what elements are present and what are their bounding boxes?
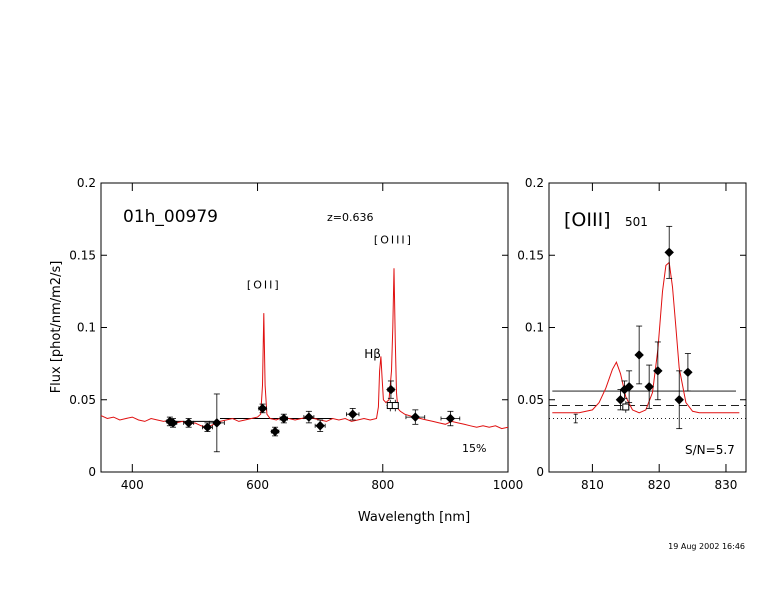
inset-ytick-label: 0.15 [517,248,544,262]
photometry-point [279,413,289,424]
inset-photometry-point [634,350,644,360]
object-id-label: 01h_00979 [123,207,218,227]
inset-ytick-label: 0.2 [525,176,544,190]
main-xtick-label: 800 [371,478,394,492]
percent-label: 15% [462,442,486,455]
line-label-oii: [OII] [247,278,281,291]
inset-photometry-point [683,367,693,378]
photometry-point [212,418,222,428]
main-ytick-label: 0.05 [69,393,96,407]
photometry-point [410,412,421,422]
inset-photometry-point [624,382,634,392]
photometry-point [304,412,314,422]
inset-model-line [552,261,740,414]
inset-photometry-point [664,247,674,258]
photometry-point [168,418,178,428]
inset-photometry-points [573,225,693,430]
inset-ytick-label: 0.1 [525,321,544,335]
inset-photometry-point [674,395,684,405]
inset-xtick-label: 830 [715,478,738,492]
y-axis-label: Flux [phot/nm/m2/s] [49,261,64,394]
photometry-point [183,418,194,428]
inset-xtick-label: 820 [648,478,671,492]
photometry-point [257,403,268,414]
main-ytick-label: 0.2 [77,176,96,190]
inset-photometry-point [615,395,626,405]
main-ytick-label: 0.1 [77,321,96,335]
inset-axes: 0 0.05 0.1 0.15 0.2 810 820 830 [517,176,746,492]
inset-ytick-label: 0 [536,465,544,479]
photometry-point [270,426,280,437]
photometry-point [348,409,358,419]
line-label-hbeta: Hβ [364,347,381,361]
inset-line-label: [OIII] [564,209,611,231]
photometry-point [202,422,213,432]
main-axes: 0 0.05 0.1 0.15 0.2 400 600 800 1000 [69,176,523,492]
model-spectrum-line [100,268,509,430]
main-photometry-points [165,380,461,453]
line-label-oiii: [OIII] [374,234,413,247]
inset-line-sublabel: 501 [625,215,648,229]
open-photometry-point [391,402,399,410]
inset-ytick-label: 0.05 [517,393,544,407]
x-axis-label: Wavelength [nm] [358,510,470,525]
redshift-label: z=0.636 [327,211,373,224]
main-xtick-label: 1000 [493,478,524,492]
photometry-point [315,421,325,431]
photometry-point [386,384,396,395]
inset-photometry-point [644,382,654,392]
inset-model-line [552,261,740,414]
main-ytick-label: 0.15 [69,248,96,262]
main-ytick-label: 0 [88,465,96,479]
inset-photometry-point [653,366,663,376]
main-xtick-label: 400 [121,478,144,492]
main-model-spectrum [100,268,509,430]
timestamp: 19 Aug 2002 16:46 [668,542,745,551]
photometry-point [445,413,456,424]
main-xtick-label: 600 [246,478,269,492]
inset-xtick-label: 810 [581,478,604,492]
snr-label: S/N=5.7 [685,443,735,457]
inset-open-point [622,403,630,411]
